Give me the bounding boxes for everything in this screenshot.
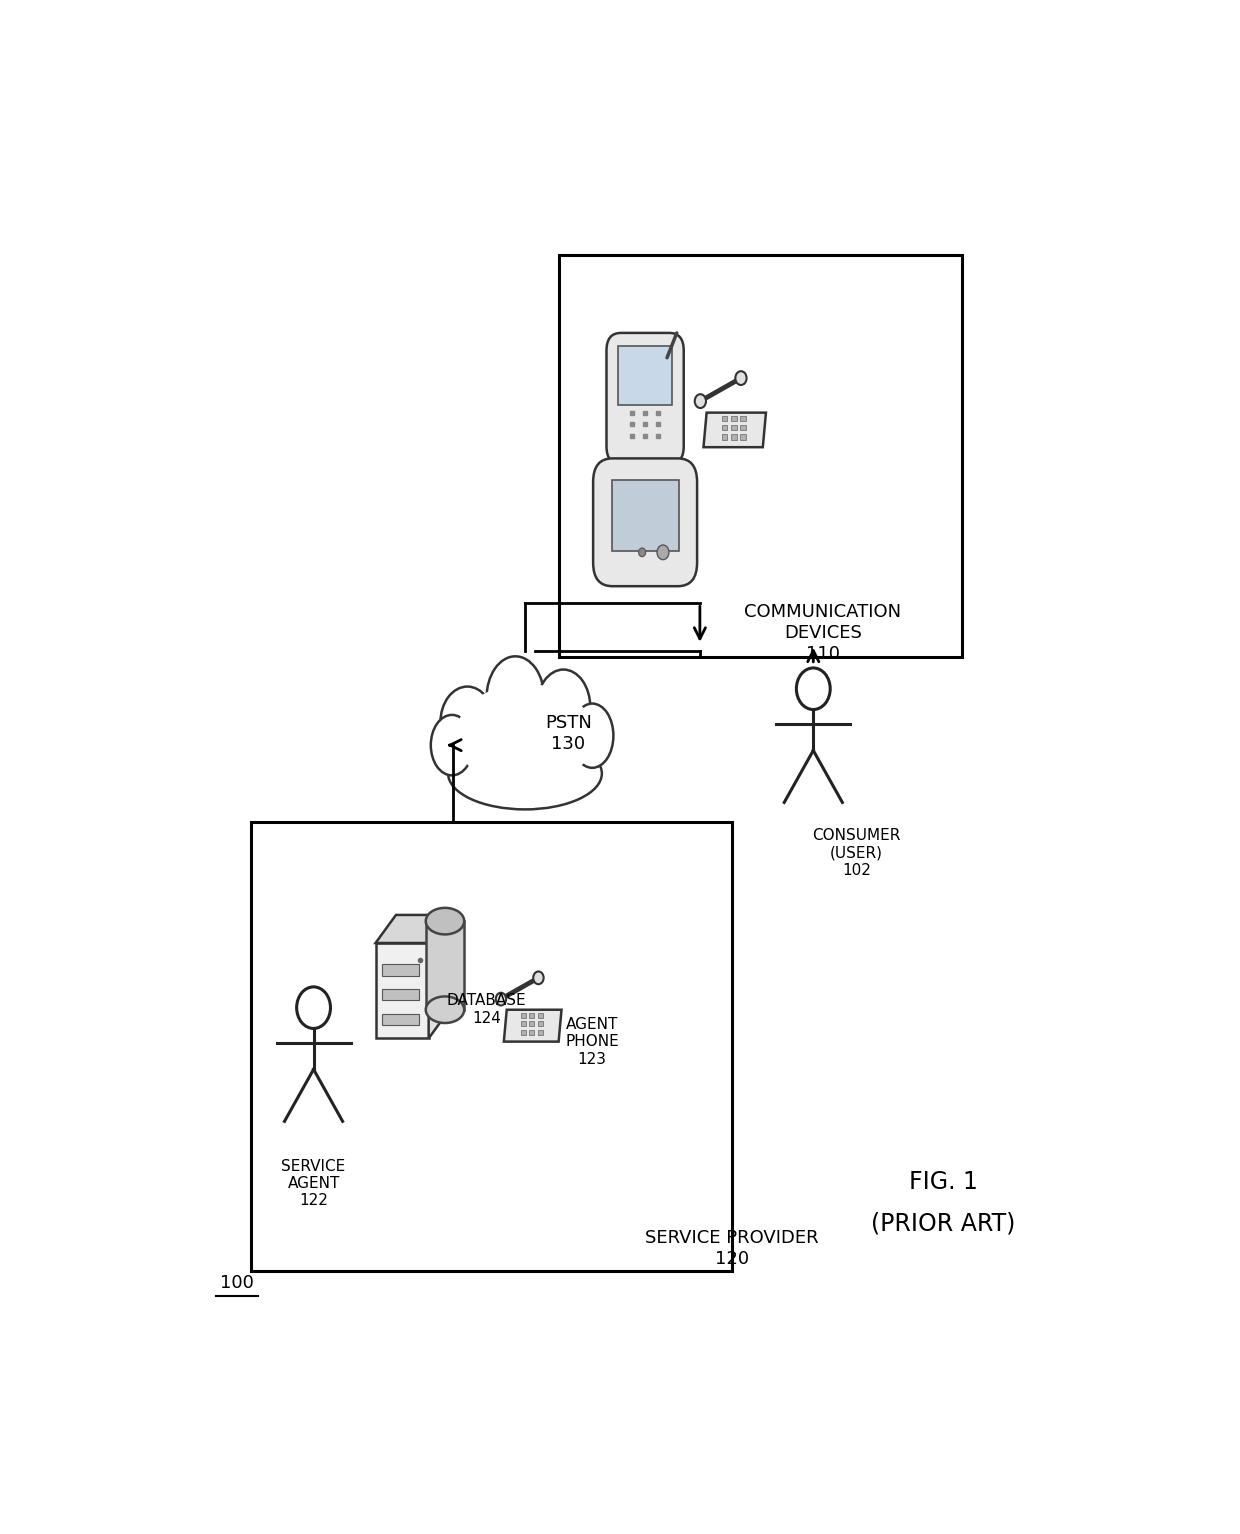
FancyBboxPatch shape: [722, 416, 727, 422]
Ellipse shape: [572, 704, 614, 769]
Text: AGENT
PHONE
123: AGENT PHONE 123: [565, 1017, 619, 1066]
Ellipse shape: [537, 669, 590, 746]
Ellipse shape: [456, 684, 594, 787]
Text: 100: 100: [219, 1275, 254, 1292]
FancyBboxPatch shape: [521, 1029, 526, 1034]
Circle shape: [533, 971, 543, 985]
Circle shape: [735, 371, 746, 385]
Polygon shape: [703, 413, 766, 448]
FancyBboxPatch shape: [529, 1022, 534, 1026]
Text: PSTN
130: PSTN 130: [544, 713, 591, 753]
FancyBboxPatch shape: [529, 1029, 534, 1034]
FancyBboxPatch shape: [382, 989, 419, 1000]
FancyBboxPatch shape: [558, 255, 962, 657]
FancyBboxPatch shape: [538, 1022, 543, 1026]
FancyBboxPatch shape: [382, 965, 419, 976]
FancyBboxPatch shape: [521, 1022, 526, 1026]
Ellipse shape: [425, 908, 464, 934]
FancyBboxPatch shape: [521, 1012, 526, 1017]
FancyBboxPatch shape: [538, 1012, 543, 1017]
FancyBboxPatch shape: [722, 425, 727, 431]
Ellipse shape: [425, 997, 464, 1023]
Text: CONSUMER
(USER)
102: CONSUMER (USER) 102: [812, 828, 900, 877]
Text: FIG. 1: FIG. 1: [909, 1170, 977, 1193]
Circle shape: [694, 394, 706, 408]
Text: SERVICE
AGENT
122: SERVICE AGENT 122: [281, 1158, 346, 1209]
FancyBboxPatch shape: [740, 434, 746, 440]
Polygon shape: [503, 1009, 562, 1042]
FancyBboxPatch shape: [730, 434, 737, 440]
FancyBboxPatch shape: [740, 416, 746, 422]
Polygon shape: [376, 943, 429, 1039]
FancyBboxPatch shape: [250, 822, 732, 1270]
FancyBboxPatch shape: [730, 416, 737, 422]
Circle shape: [296, 986, 331, 1028]
Text: (PRIOR ART): (PRIOR ART): [870, 1212, 1016, 1235]
FancyBboxPatch shape: [593, 459, 697, 586]
Ellipse shape: [486, 657, 544, 739]
FancyBboxPatch shape: [730, 425, 737, 431]
Polygon shape: [376, 914, 449, 943]
FancyBboxPatch shape: [382, 1014, 419, 1025]
FancyBboxPatch shape: [425, 920, 464, 1009]
FancyBboxPatch shape: [722, 434, 727, 440]
FancyBboxPatch shape: [538, 1029, 543, 1034]
Circle shape: [657, 545, 668, 560]
Ellipse shape: [430, 715, 474, 775]
Text: DATABASE
124: DATABASE 124: [446, 992, 526, 1026]
Polygon shape: [429, 914, 449, 1039]
Circle shape: [639, 548, 646, 557]
FancyBboxPatch shape: [529, 1012, 534, 1017]
Text: SERVICE PROVIDER
120: SERVICE PROVIDER 120: [645, 1229, 818, 1269]
Ellipse shape: [448, 738, 601, 810]
FancyBboxPatch shape: [740, 425, 746, 431]
FancyBboxPatch shape: [606, 333, 683, 463]
Ellipse shape: [440, 687, 495, 758]
Circle shape: [796, 667, 831, 710]
FancyBboxPatch shape: [611, 480, 678, 551]
FancyBboxPatch shape: [619, 345, 672, 405]
Text: COMMUNICATION
DEVICES
110: COMMUNICATION DEVICES 110: [744, 603, 901, 663]
Circle shape: [496, 992, 506, 1005]
